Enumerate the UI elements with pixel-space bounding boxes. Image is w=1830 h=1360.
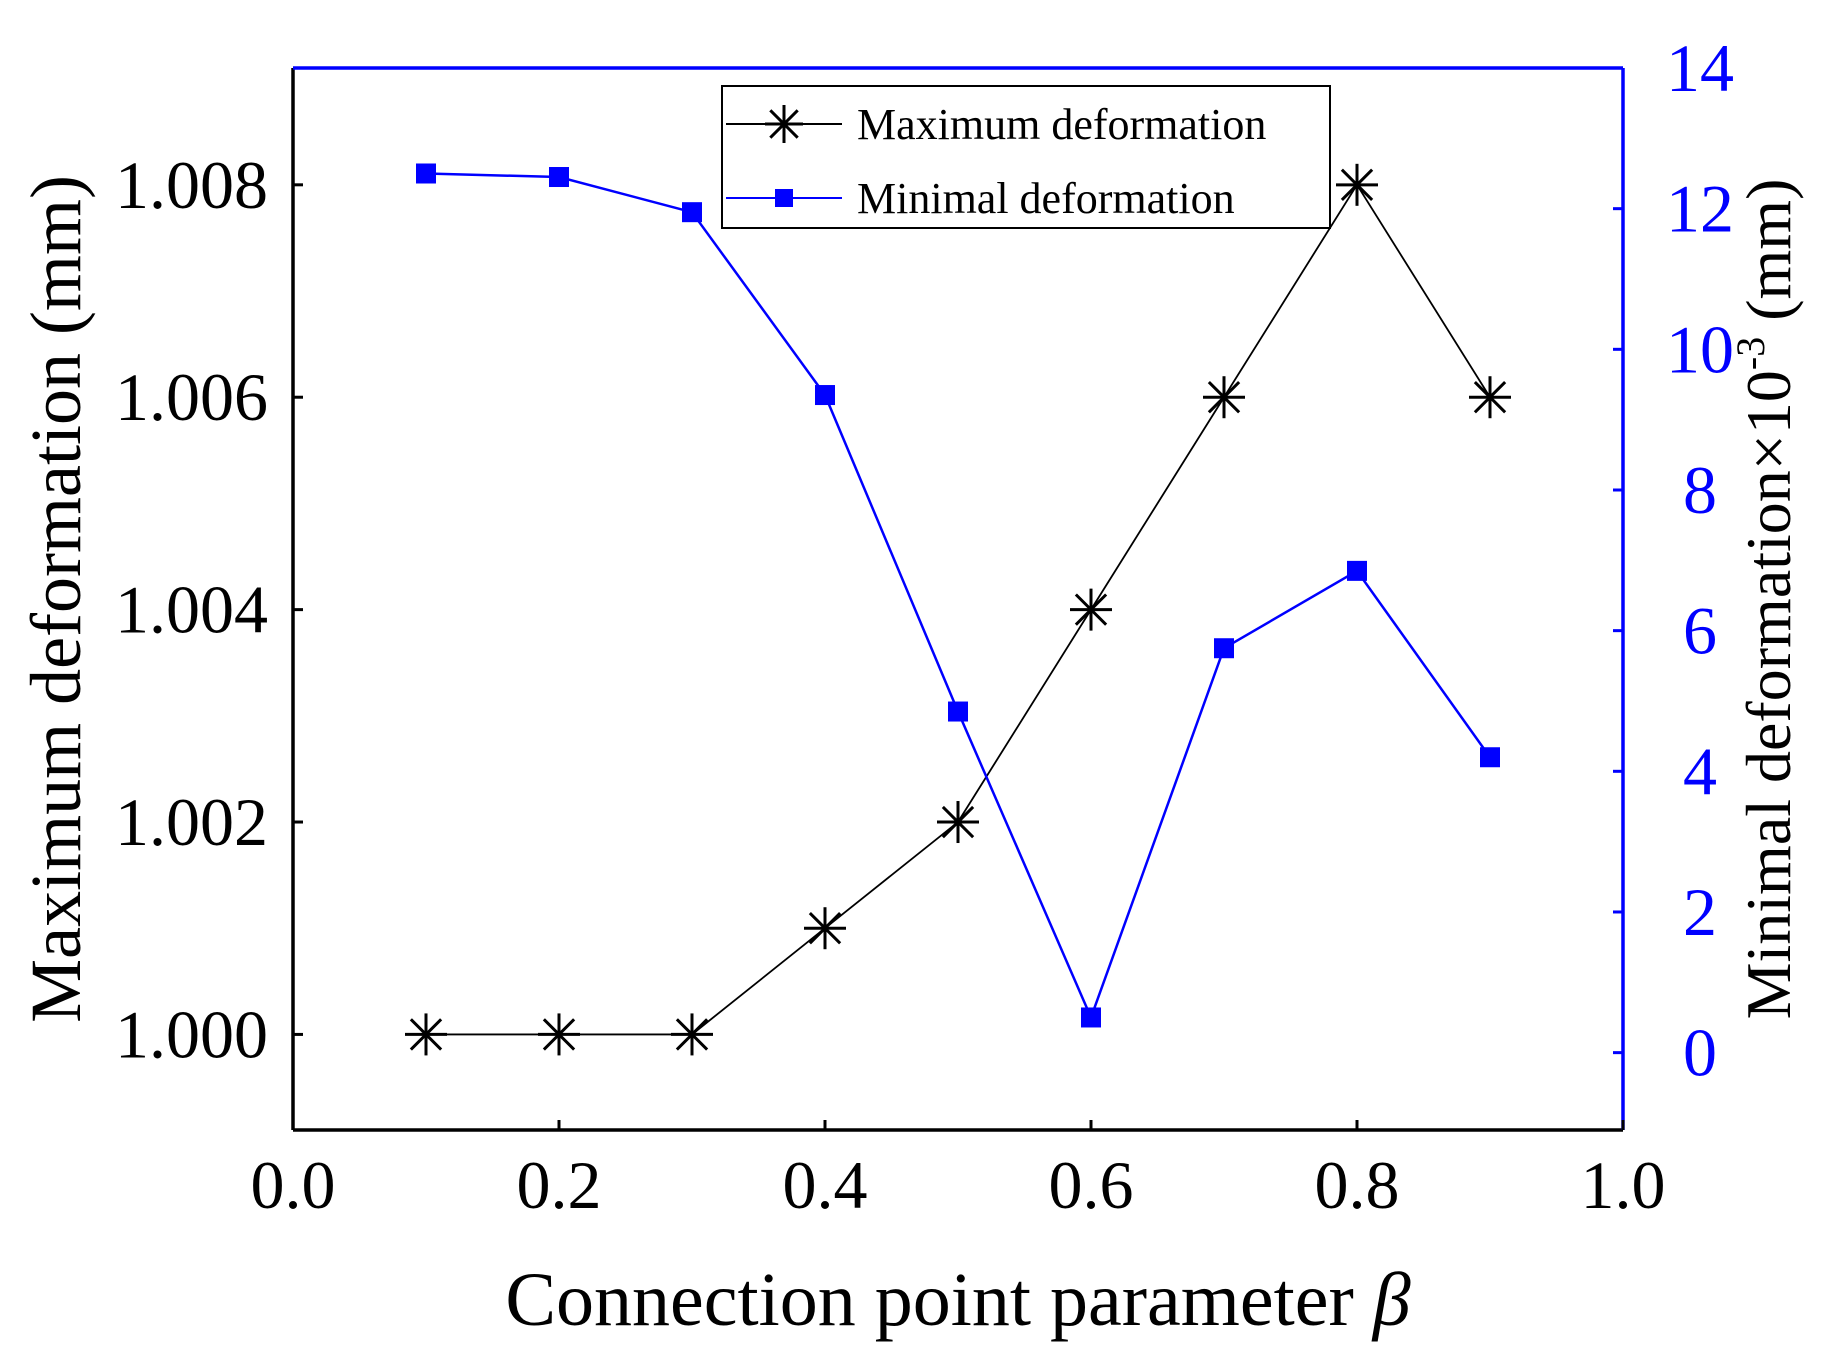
x-tick-label: 0.6 [1049, 1147, 1134, 1223]
maximum-deformation-point [671, 1013, 713, 1056]
x-tick-label: 0.4 [783, 1147, 868, 1223]
minimal-deformation-point [1081, 1007, 1101, 1028]
maximum-deformation-point [1336, 163, 1378, 206]
y-left-tick-label: 1.000 [115, 996, 268, 1072]
minimal-deformation-line [425, 172, 1492, 1021]
maximum-deformation-point [1070, 588, 1112, 631]
y-left-tick-label: 1.002 [115, 784, 268, 860]
maximum-deformation-point [804, 907, 846, 950]
x-tick-label: 1.0 [1581, 1147, 1666, 1223]
y-left-tick-label: 1.008 [115, 147, 268, 223]
y-right-axis-label: Minimal deformation×10-3 (mm) [1728, 179, 1804, 1020]
minimal-deformation-point [1480, 747, 1500, 768]
axis-labels: Connection point parameter β Maximum defo… [16, 175, 1804, 1342]
y-left-axis-label: Maximum deformation (mm) [16, 175, 96, 1023]
maximum-deformation-point [937, 801, 979, 844]
y-right-tick-label: 10 [1666, 311, 1734, 387]
x-axis-label: Connection point parameter β [505, 1258, 1410, 1342]
legend-marker-minimal [775, 189, 793, 207]
legend-label: Minimal deformation [857, 174, 1235, 223]
maximum-deformation-line [426, 183, 1491, 1036]
y-right-tick-label: 2 [1683, 874, 1717, 950]
series-layer [405, 163, 1511, 1056]
legend: Maximum deformation Minimal deformation [721, 85, 1331, 229]
maximum-deformation-point [405, 1013, 447, 1056]
x-tick-label: 0.8 [1315, 1147, 1400, 1223]
x-tick-label: 0.0 [251, 1147, 336, 1223]
minimal-deformation-point [815, 385, 835, 406]
minimal-deformation-point [549, 167, 569, 188]
y-right-tick-label: 6 [1683, 593, 1717, 669]
y-right-tick-label: 14 [1666, 30, 1734, 106]
minimal-deformation-point [416, 163, 436, 184]
maximum-deformation-point [1469, 376, 1511, 419]
x-axis-label-symbol: β [1371, 1258, 1411, 1342]
y-left-tick-label: 1.004 [115, 572, 268, 648]
x-axis-label-text: Connection point parameter [505, 1258, 1372, 1342]
maximum-deformation-point [1203, 376, 1245, 419]
legend-box [721, 85, 1331, 229]
minimal-deformation-point [682, 202, 702, 223]
y-right-tick-label: 8 [1683, 452, 1717, 528]
legend-label: Maximum deformation [857, 100, 1266, 149]
maximum-deformation-point [538, 1013, 580, 1056]
minimal-deformation-point [1214, 638, 1234, 659]
legend-marker-maximum [765, 105, 803, 143]
minimal-deformation-point [1347, 560, 1367, 581]
minimal-deformation-point [948, 701, 968, 722]
y-right-label-main: Minimal deformation×10 [1733, 370, 1804, 1019]
y-right-label-unit: (mm) [1733, 179, 1804, 337]
y-right-tick-label: 0 [1683, 1015, 1717, 1091]
y-left-tick-label: 1.006 [115, 359, 268, 435]
x-tick-label: 0.2 [517, 1147, 602, 1223]
y-right-tick-label: 4 [1683, 733, 1717, 809]
y-right-tick-label: 12 [1666, 171, 1734, 247]
y-right-label-exponent: -3 [1728, 337, 1773, 370]
axes-layer: 0.0 0.2 0.4 0.6 0.8 1.0 1.000 1.002 1.004 1.006 1.… [115, 30, 1734, 1223]
